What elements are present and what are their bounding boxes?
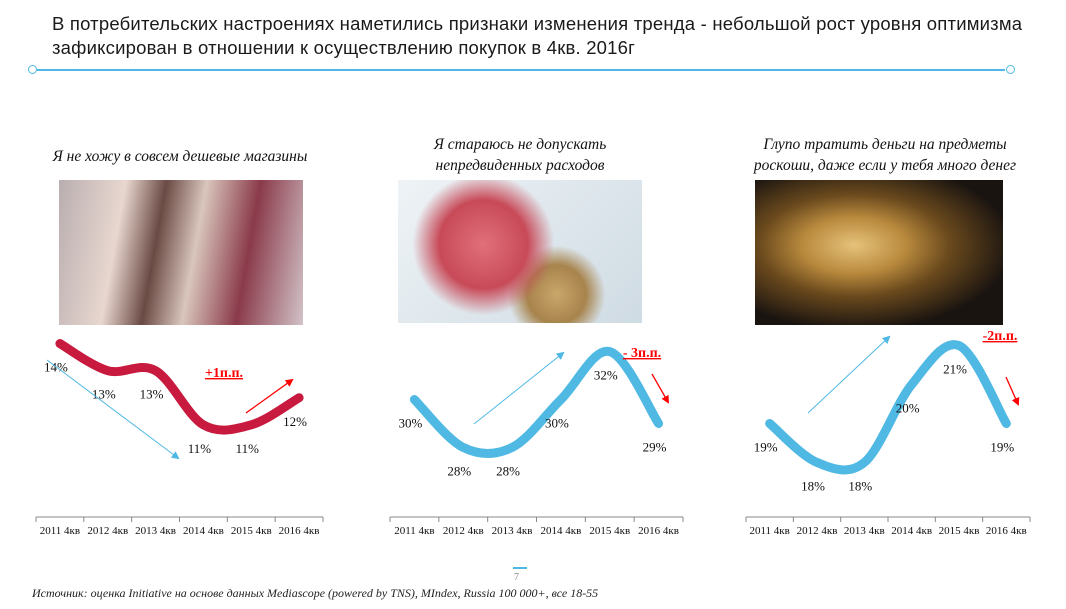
x-tick-label: 2016 4кв — [638, 525, 679, 537]
divider-dot-left — [28, 65, 37, 74]
shopping-woman-photo — [59, 180, 303, 325]
x-tick-label: 2013 4кв — [844, 525, 885, 537]
data-label: 30% — [545, 416, 569, 431]
chart-3: 2011 4кв 2012 4кв 2013 4кв 2014 4кв 2015 4кв… — [745, 329, 1031, 537]
x-tick-label: 2011 4кв — [749, 525, 789, 537]
x-tick-label: 2016 4кв — [279, 525, 320, 537]
trend-arrow-up — [807, 335, 891, 414]
x-tick-label: 2014 4кв — [541, 525, 582, 537]
data-label: 28% — [447, 463, 471, 478]
trend-arrow-up — [473, 351, 565, 425]
data-label: 19% — [754, 440, 778, 455]
series-line — [55, 339, 304, 435]
change-annotation: +1п.п. — [205, 366, 243, 381]
data-label: 20% — [896, 401, 920, 416]
change-annotation: - 3п.п. — [623, 346, 661, 361]
data-label: 18% — [848, 478, 872, 493]
slide-title: В потребительских настроениях наметились… — [52, 13, 1023, 58]
chart-1-title: Я не хожу в совсем дешевые магазины — [52, 148, 308, 165]
x-tick-label: 2012 4кв — [797, 525, 838, 537]
source-note: Источник: оценка Initiative на основе да… — [32, 586, 599, 600]
chart-3-title: Глупо тратить деньги на предметы роскоши… — [753, 136, 1017, 174]
x-tick-label: 2012 4кв — [443, 525, 484, 537]
x-tick-label: 2014 4кв — [891, 525, 932, 537]
data-label: 21% — [943, 362, 967, 377]
data-label: 13% — [92, 387, 116, 402]
data-label: 13% — [140, 387, 164, 402]
series-line — [409, 347, 664, 458]
data-label: 18% — [801, 478, 825, 493]
chart-2: 2011 4кв 2012 4кв 2013 4кв 2014 4кв 2015 4кв… — [389, 346, 684, 537]
data-label: 30% — [398, 416, 422, 431]
page-number: 7 — [514, 572, 519, 583]
change-arrow-down — [651, 373, 669, 404]
trend-arrow-down — [46, 359, 180, 460]
data-label: 12% — [283, 414, 307, 429]
data-label: 11% — [236, 441, 260, 456]
change-arrow-up — [245, 378, 294, 414]
x-tick-label: 2012 4кв — [87, 525, 128, 537]
jewelry-photo — [755, 180, 1003, 325]
title-divider — [37, 69, 1005, 71]
data-label: 28% — [496, 463, 520, 478]
divider-dot-right — [1006, 65, 1015, 74]
x-tick-label: 2013 4кв — [492, 525, 533, 537]
x-tick-label: 2015 4кв — [589, 525, 630, 537]
x-tick-label: 2016 4кв — [986, 525, 1027, 537]
data-label: 11% — [188, 441, 212, 456]
chart-2-title: Я стараюсь не допускать непредвиденных р… — [433, 136, 607, 174]
chart-1: 2011 4кв 2012 4кв 2013 4кв 2014 4кв 2015 4кв… — [35, 339, 324, 537]
data-label: 29% — [643, 440, 667, 455]
x-tick-label: 2013 4кв — [135, 525, 176, 537]
x-tick-label: 2015 4кв — [231, 525, 272, 537]
data-label: 32% — [594, 368, 618, 383]
change-arrow-down — [1005, 376, 1020, 406]
series-line — [765, 340, 1011, 475]
data-label: 19% — [990, 440, 1014, 455]
x-tick-label: 2011 4кв — [40, 525, 80, 537]
x-tick-label: 2015 4кв — [939, 525, 980, 537]
page-marker — [513, 567, 527, 569]
x-tick-label: 2011 4кв — [394, 525, 434, 537]
change-annotation: -2п.п. — [983, 329, 1018, 344]
x-tick-label: 2014 4кв — [183, 525, 224, 537]
piggy-bank-photo — [398, 180, 642, 323]
